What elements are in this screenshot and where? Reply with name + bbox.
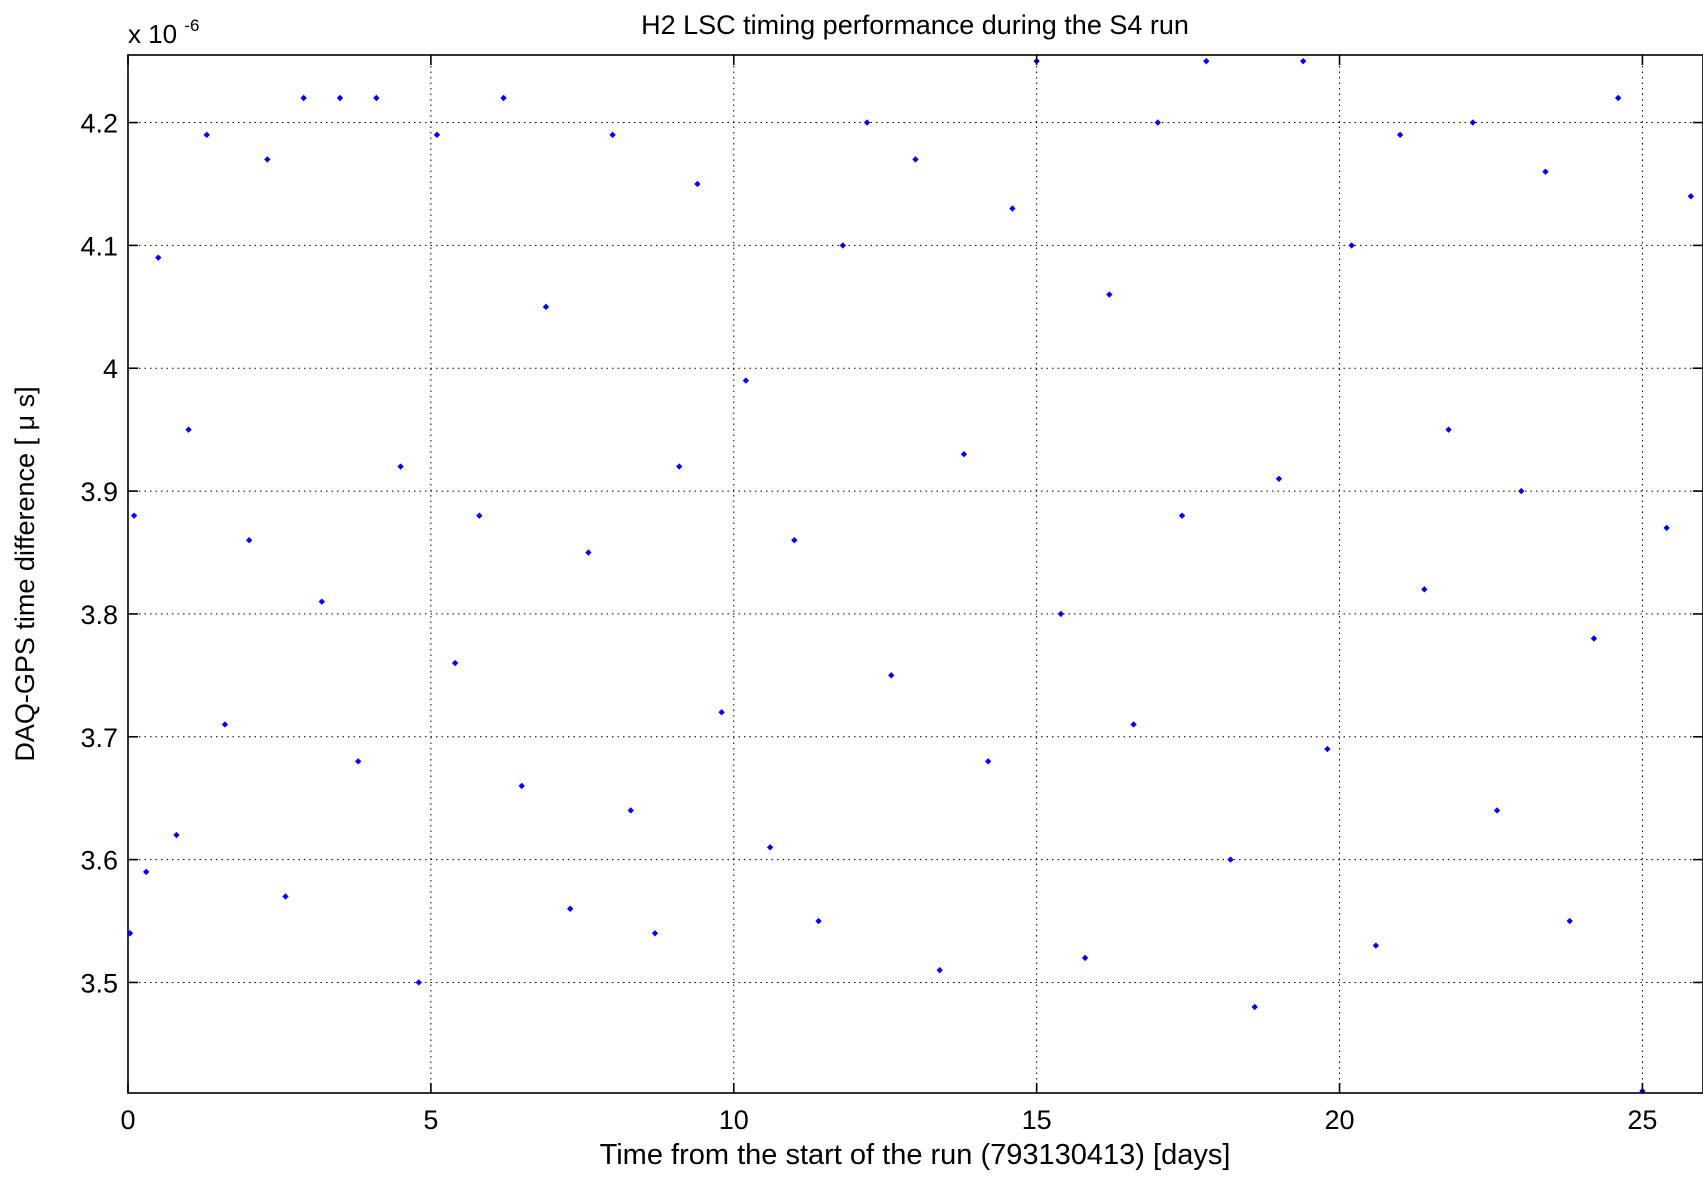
x-tick-label: 5 bbox=[423, 1105, 438, 1135]
data-point bbox=[245, 537, 253, 544]
data-point bbox=[651, 930, 659, 937]
y-tick-label: 3.6 bbox=[80, 846, 118, 876]
data-point bbox=[518, 782, 525, 790]
data-point bbox=[264, 156, 271, 163]
data-points bbox=[126, 57, 1695, 1095]
y-axis-label: DAQ-GPS time difference [ μ s] bbox=[10, 386, 40, 761]
y-tick-label: 3.8 bbox=[80, 600, 118, 630]
data-point bbox=[1469, 119, 1477, 126]
data-point bbox=[1493, 807, 1501, 814]
x-tick-label: 25 bbox=[1627, 1105, 1657, 1135]
data-point bbox=[960, 451, 968, 458]
data-point bbox=[1203, 57, 1210, 65]
y-tick-label: 4.1 bbox=[80, 231, 118, 261]
data-point bbox=[1518, 487, 1525, 495]
x-tick-label: 20 bbox=[1325, 1105, 1355, 1135]
data-point bbox=[282, 893, 289, 900]
data-point bbox=[984, 758, 992, 765]
data-point bbox=[500, 94, 507, 102]
data-point bbox=[1057, 610, 1065, 618]
data-point bbox=[1227, 856, 1234, 863]
data-point bbox=[1445, 426, 1452, 433]
data-point bbox=[1348, 242, 1355, 249]
data-point bbox=[863, 119, 871, 126]
data-point bbox=[155, 254, 162, 261]
data-point bbox=[336, 94, 344, 102]
data-point bbox=[676, 463, 683, 470]
data-point bbox=[433, 131, 441, 139]
x-tick-label: 10 bbox=[719, 1105, 749, 1135]
data-point bbox=[1081, 954, 1089, 962]
data-point bbox=[415, 979, 422, 986]
data-point bbox=[476, 512, 483, 519]
data-point bbox=[1590, 635, 1598, 642]
data-point bbox=[173, 831, 180, 839]
data-point bbox=[126, 930, 134, 937]
data-point bbox=[185, 426, 192, 433]
data-point bbox=[1372, 942, 1380, 949]
data-point bbox=[839, 242, 847, 249]
data-point bbox=[627, 807, 634, 814]
data-point bbox=[936, 966, 943, 974]
data-point bbox=[1421, 586, 1428, 593]
x-axis-label: Time from the start of the run (79313041… bbox=[600, 1139, 1231, 1171]
data-point bbox=[397, 463, 404, 470]
data-point bbox=[694, 180, 701, 188]
data-point bbox=[567, 905, 574, 912]
x-tick-label: 0 bbox=[120, 1105, 135, 1135]
data-point bbox=[1154, 119, 1162, 126]
plot-area bbox=[127, 54, 1703, 1094]
y-tick-label: 4 bbox=[103, 354, 118, 384]
data-point bbox=[1130, 721, 1137, 728]
y-tick-label: 3.5 bbox=[80, 968, 118, 998]
y-tick-label: 4.2 bbox=[80, 109, 118, 139]
data-point bbox=[791, 537, 798, 544]
data-point bbox=[1178, 512, 1186, 519]
data-point bbox=[912, 156, 919, 163]
y-tick-label: 3.9 bbox=[80, 477, 118, 507]
y-exponent-power: -6 bbox=[184, 16, 199, 35]
grid-lines bbox=[128, 55, 1703, 1093]
y-exponent-label: x 10 -6 bbox=[128, 16, 200, 49]
data-point bbox=[1614, 94, 1622, 102]
x-tick-label: 15 bbox=[1022, 1105, 1052, 1135]
data-point bbox=[585, 549, 592, 556]
data-point bbox=[130, 512, 138, 519]
data-point bbox=[1106, 291, 1113, 298]
data-point bbox=[1396, 131, 1404, 139]
data-point bbox=[542, 303, 550, 311]
data-point bbox=[1009, 205, 1016, 212]
data-point bbox=[300, 94, 307, 102]
y-axis-ticks: 3.5 3.6 3.7 3.8 3.9 4 4.1 4.2 bbox=[80, 109, 1703, 998]
data-point bbox=[1566, 917, 1573, 925]
y-tick-label: 3.7 bbox=[80, 723, 118, 753]
data-point bbox=[1299, 57, 1307, 65]
x-axis-ticks: 0 5 10 15 20 25 bbox=[120, 55, 1657, 1135]
data-point bbox=[203, 131, 210, 139]
data-point bbox=[1275, 475, 1283, 482]
data-point bbox=[609, 131, 616, 139]
data-point bbox=[142, 868, 150, 876]
data-point bbox=[742, 377, 750, 384]
data-point bbox=[718, 708, 725, 716]
data-point bbox=[318, 598, 326, 605]
data-point bbox=[221, 721, 229, 728]
data-point bbox=[373, 94, 380, 102]
data-point bbox=[1324, 745, 1331, 753]
data-point bbox=[1251, 1003, 1258, 1011]
data-point bbox=[354, 758, 362, 765]
data-point bbox=[1687, 193, 1695, 200]
data-point bbox=[815, 917, 822, 925]
chart-title: H2 LSC timing performance during the S4 … bbox=[641, 10, 1189, 40]
data-point bbox=[766, 844, 774, 851]
data-point bbox=[1542, 168, 1549, 175]
data-point bbox=[451, 659, 459, 667]
data-point bbox=[888, 672, 895, 679]
y-exponent-base: x 10 bbox=[128, 19, 177, 49]
data-point bbox=[1663, 524, 1670, 532]
